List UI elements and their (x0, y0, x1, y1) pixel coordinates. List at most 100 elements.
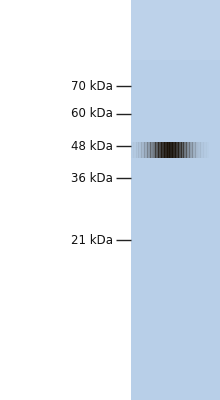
Bar (175, 142, 176, 158)
Bar (194, 142, 195, 158)
Bar (184, 142, 185, 158)
Bar (145, 142, 146, 158)
Bar (137, 142, 138, 158)
Bar (148, 142, 149, 158)
Bar (158, 142, 159, 158)
Bar (195, 142, 196, 158)
Bar (191, 142, 192, 158)
Bar (185, 142, 186, 158)
Bar (178, 142, 179, 158)
Bar (207, 142, 208, 158)
Text: 48 kDa: 48 kDa (72, 140, 113, 152)
Bar (200, 142, 201, 158)
Bar (164, 142, 165, 158)
Bar (134, 142, 135, 158)
Bar (132, 142, 133, 158)
Bar (136, 142, 137, 158)
Bar (174, 142, 175, 158)
Bar (131, 0, 220, 400)
Bar (161, 142, 162, 158)
Bar (142, 142, 143, 158)
Bar (196, 142, 197, 158)
Bar (131, 0, 220, 60)
Bar (155, 142, 156, 158)
Bar (204, 142, 205, 158)
Bar (156, 142, 157, 158)
Bar (171, 142, 172, 158)
Bar (132, 142, 133, 158)
Bar (169, 142, 170, 158)
Bar (179, 142, 180, 158)
Bar (141, 142, 142, 158)
Bar (181, 142, 182, 158)
Bar (140, 142, 141, 158)
Bar (202, 142, 203, 158)
Bar (163, 142, 164, 158)
Bar (199, 142, 200, 158)
Bar (147, 142, 148, 158)
Bar (141, 142, 142, 158)
Bar (163, 142, 164, 158)
Bar (154, 142, 155, 158)
Bar (183, 142, 184, 158)
Bar (153, 142, 154, 158)
Bar (137, 142, 138, 158)
Bar (165, 142, 166, 158)
Bar (201, 142, 202, 158)
Bar (153, 142, 154, 158)
Bar (157, 142, 158, 158)
Bar (180, 142, 181, 158)
Bar (205, 142, 206, 158)
Bar (158, 142, 159, 158)
Bar (170, 142, 171, 158)
Bar (190, 142, 191, 158)
Bar (187, 142, 188, 158)
Bar (197, 142, 198, 158)
Bar (159, 142, 160, 158)
Bar (133, 142, 134, 158)
Bar (135, 142, 136, 158)
Bar (152, 142, 153, 158)
Bar (168, 142, 169, 158)
Bar (189, 142, 190, 158)
Bar (152, 142, 153, 158)
Bar (184, 142, 185, 158)
Bar (205, 142, 206, 158)
Bar (166, 142, 167, 158)
Bar (177, 142, 178, 158)
Bar (167, 142, 168, 158)
Bar (136, 142, 137, 158)
Bar (131, 142, 132, 158)
Bar (190, 142, 191, 158)
Bar (160, 142, 161, 158)
Bar (203, 142, 204, 158)
Bar (143, 142, 144, 158)
Bar (147, 142, 148, 158)
Bar (201, 142, 202, 158)
Bar (150, 142, 151, 158)
Bar (200, 142, 201, 158)
Bar (138, 142, 139, 158)
Text: 36 kDa: 36 kDa (72, 172, 113, 184)
Bar (146, 142, 147, 158)
Bar (144, 142, 145, 158)
Bar (162, 142, 163, 158)
Bar (139, 142, 140, 158)
Bar (194, 142, 195, 158)
Bar (164, 142, 165, 158)
Bar (208, 142, 209, 158)
Bar (159, 142, 160, 158)
Bar (206, 142, 207, 158)
Bar (206, 142, 207, 158)
Bar (192, 142, 193, 158)
Bar (179, 142, 180, 158)
Text: 21 kDa: 21 kDa (71, 234, 113, 246)
Bar (182, 142, 183, 158)
Bar (142, 142, 143, 158)
Text: 60 kDa: 60 kDa (72, 108, 113, 120)
Bar (183, 142, 184, 158)
Bar (151, 142, 152, 158)
Text: 70 kDa: 70 kDa (72, 80, 113, 92)
Bar (189, 142, 190, 158)
Bar (173, 142, 174, 158)
